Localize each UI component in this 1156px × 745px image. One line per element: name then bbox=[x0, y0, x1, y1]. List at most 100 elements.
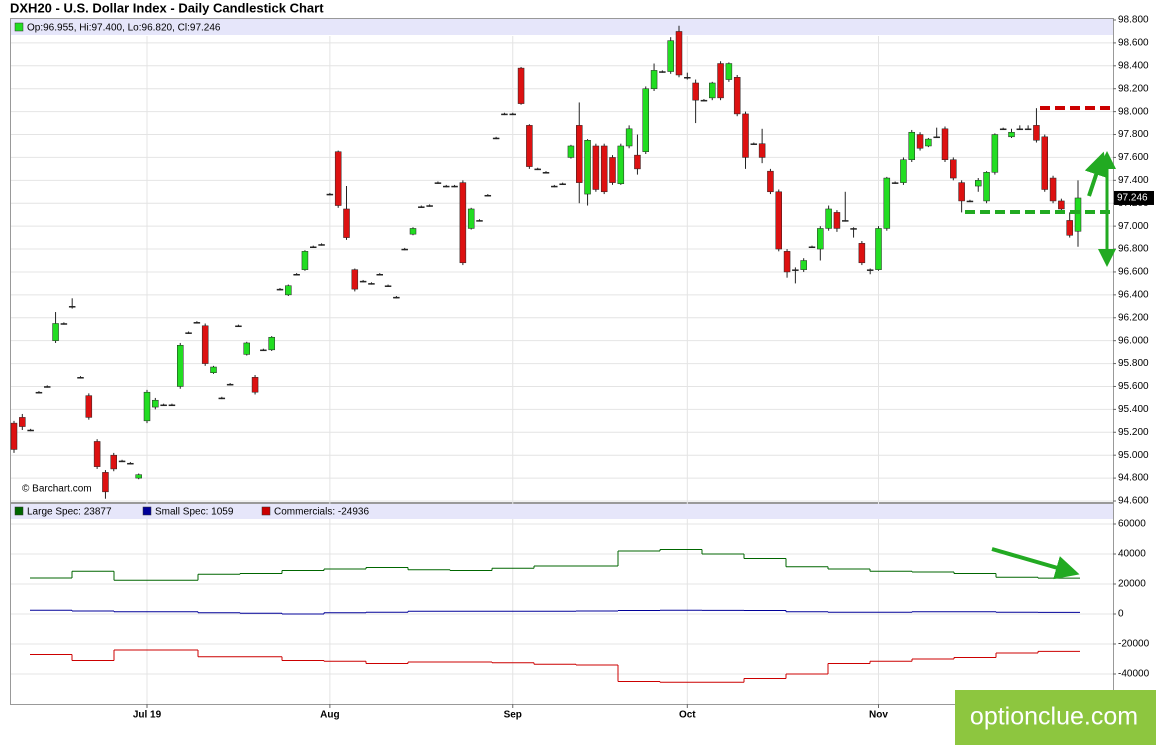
candle-body bbox=[285, 285, 292, 296]
candle-body bbox=[609, 157, 616, 183]
candle-body bbox=[185, 332, 192, 334]
candle-body bbox=[19, 417, 26, 427]
candle-body bbox=[1008, 131, 1015, 138]
candle-body bbox=[10, 422, 18, 450]
candle-body bbox=[68, 306, 76, 308]
y-tick-label: 60000 bbox=[1118, 519, 1146, 530]
brand-box bbox=[955, 690, 1156, 745]
candle-body bbox=[426, 205, 433, 207]
candle-body bbox=[102, 472, 109, 493]
candle-body bbox=[542, 172, 550, 174]
legend-label: Small Spec: 1059 bbox=[155, 507, 234, 518]
cot-legend-bar bbox=[11, 504, 1113, 519]
candle-body bbox=[1074, 197, 1082, 232]
candle-body bbox=[775, 191, 782, 250]
y-tick-label: 97.600 bbox=[1118, 152, 1149, 163]
candle-body bbox=[218, 397, 226, 400]
candle-body bbox=[418, 206, 425, 208]
candle-body bbox=[35, 391, 43, 394]
candle-body bbox=[875, 228, 882, 270]
candle-body bbox=[376, 273, 383, 276]
candle-body bbox=[368, 283, 375, 285]
x-tick-label: Aug bbox=[320, 710, 339, 721]
candle-body bbox=[459, 182, 467, 264]
y-tick-label: 96.200 bbox=[1118, 312, 1149, 323]
candle-body bbox=[684, 77, 691, 79]
candle-body bbox=[127, 462, 134, 465]
candle-body bbox=[567, 145, 575, 158]
candle-body bbox=[825, 208, 832, 229]
y-tick-label: 95.000 bbox=[1118, 450, 1149, 461]
candle-body bbox=[85, 395, 93, 418]
candle-body bbox=[268, 336, 275, 351]
candle-body bbox=[800, 260, 807, 270]
y-tick-label: 40000 bbox=[1118, 549, 1146, 560]
y-tick-label: 98.000 bbox=[1118, 106, 1149, 117]
candle-body bbox=[700, 99, 708, 102]
candle-body bbox=[326, 193, 334, 196]
candle-body bbox=[966, 200, 974, 203]
candle-body bbox=[933, 136, 940, 139]
candle-body bbox=[600, 145, 608, 193]
candle-body bbox=[343, 208, 350, 238]
candle-body bbox=[983, 172, 990, 202]
candle-body bbox=[642, 88, 649, 152]
candle-body bbox=[617, 145, 625, 185]
legend-swatch bbox=[142, 506, 152, 516]
candle-body bbox=[27, 429, 34, 432]
candle-body bbox=[916, 134, 924, 149]
candle-body bbox=[1033, 125, 1040, 141]
candle-body bbox=[958, 182, 965, 202]
candle-body bbox=[659, 71, 666, 73]
candle-body bbox=[243, 342, 250, 355]
candle-body bbox=[866, 269, 874, 271]
y-tick-label: 98.400 bbox=[1118, 60, 1149, 71]
brand: optionclue.com bbox=[970, 703, 1138, 731]
y-tick-label: 95.200 bbox=[1118, 427, 1149, 438]
y-tick-label: 94.800 bbox=[1118, 473, 1149, 484]
candle-body bbox=[251, 377, 259, 393]
candle-body bbox=[900, 159, 907, 183]
y-tick-label: 96.600 bbox=[1118, 267, 1149, 278]
candle-body bbox=[168, 404, 176, 407]
candle-body bbox=[692, 82, 699, 101]
y-tick-label: -40000 bbox=[1118, 669, 1150, 680]
candle-body bbox=[359, 280, 367, 283]
candle-body bbox=[883, 177, 891, 229]
legend-swatch bbox=[261, 506, 271, 516]
candle-body bbox=[401, 248, 408, 251]
candle-body bbox=[93, 441, 101, 467]
candle-body bbox=[210, 366, 217, 373]
x-tick-label: Oct bbox=[679, 710, 696, 721]
candle-body bbox=[634, 154, 641, 170]
legend-label: Commercials: -24936 bbox=[274, 507, 369, 518]
y-tick-label: 98.200 bbox=[1118, 83, 1149, 94]
candle-body bbox=[177, 344, 184, 387]
x-tick-label: Jul 19 bbox=[133, 710, 162, 721]
y-tick-label: 0 bbox=[1118, 609, 1124, 620]
candle-body bbox=[143, 391, 151, 422]
candle-body bbox=[351, 269, 359, 290]
ohlc-swatch bbox=[14, 22, 24, 32]
candle-body bbox=[193, 322, 201, 324]
candle-body bbox=[226, 383, 234, 386]
candle-body bbox=[334, 151, 342, 206]
x-tick-label: Sep bbox=[504, 710, 522, 721]
candle-body bbox=[476, 220, 483, 222]
candle-body bbox=[758, 143, 766, 158]
candle-body bbox=[725, 63, 733, 80]
candle-body bbox=[135, 474, 142, 479]
candle-body bbox=[733, 77, 741, 115]
candle-body bbox=[950, 159, 957, 179]
last-price-box bbox=[1114, 190, 1154, 205]
y-tick-label: 96.000 bbox=[1118, 335, 1149, 346]
candle-body bbox=[310, 246, 317, 249]
candle-body bbox=[160, 404, 167, 407]
candle-body bbox=[260, 349, 267, 352]
candle-body bbox=[44, 386, 51, 388]
y-tick-label: 97.400 bbox=[1118, 175, 1149, 186]
candle-body bbox=[941, 128, 949, 160]
candle-body bbox=[1041, 136, 1048, 190]
ohlc-label: Op:96.955, Hi:97.400, Lo:96.820, Cl:97.2… bbox=[27, 23, 221, 34]
trend-arrow bbox=[991, 547, 1080, 580]
